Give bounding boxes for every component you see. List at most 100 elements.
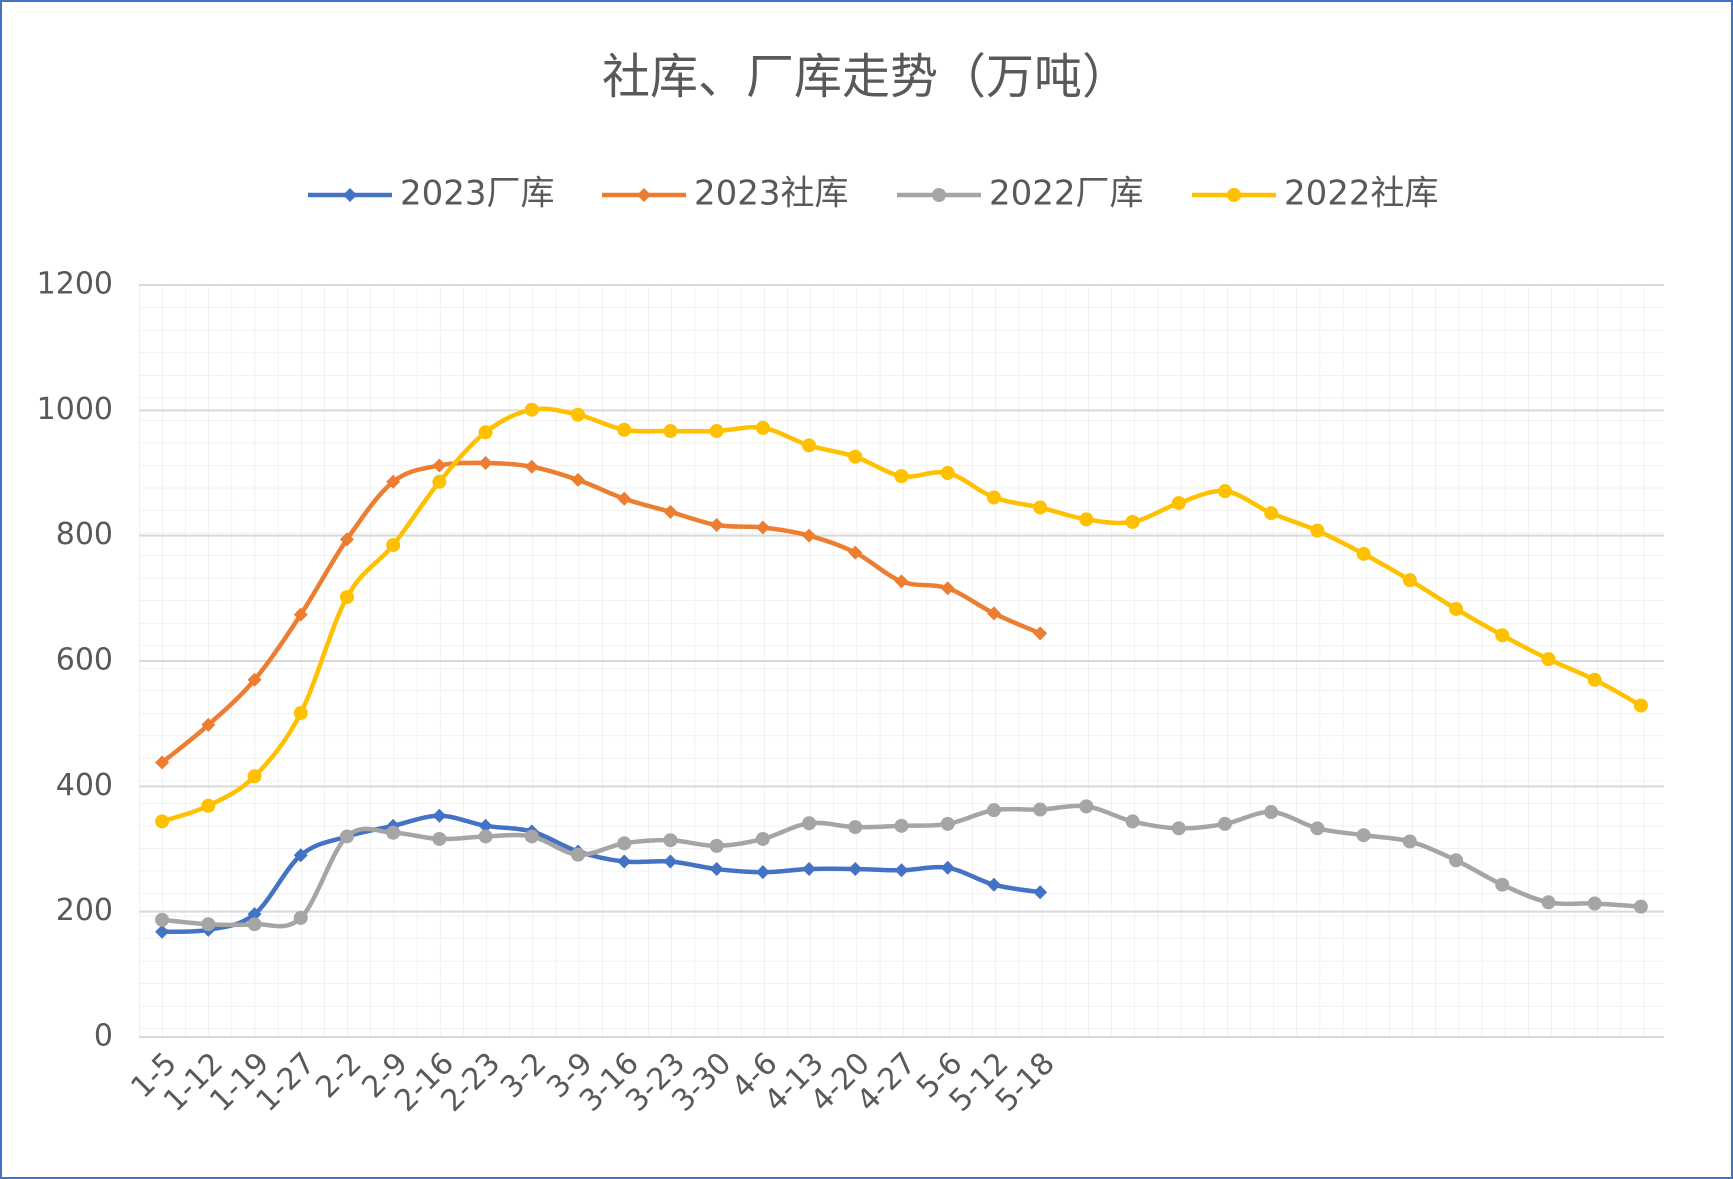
point [894, 574, 909, 589]
point [986, 803, 1001, 818]
point [524, 829, 539, 844]
point [247, 907, 262, 922]
point [986, 877, 1001, 892]
point [339, 829, 354, 844]
point [637, 188, 651, 202]
point [663, 424, 678, 439]
point [1171, 821, 1186, 836]
point [478, 829, 493, 844]
point [802, 528, 817, 543]
point [940, 581, 955, 596]
point [755, 865, 770, 880]
point [1227, 188, 1241, 202]
point [663, 833, 678, 848]
point [663, 504, 678, 519]
point [1171, 496, 1186, 511]
point [848, 449, 863, 464]
point [709, 518, 724, 533]
point [1402, 573, 1417, 588]
point [1033, 626, 1048, 641]
point [1264, 805, 1279, 820]
point [293, 910, 308, 925]
point [1033, 500, 1048, 515]
point [432, 458, 447, 473]
point [986, 606, 1001, 621]
point [802, 438, 817, 453]
point [940, 816, 955, 831]
point [1402, 834, 1417, 849]
point [617, 836, 632, 851]
y-tick-label: 600 [56, 643, 113, 678]
point [293, 848, 308, 863]
point [617, 422, 632, 437]
point [155, 912, 170, 927]
point [848, 820, 863, 835]
y-tick-label: 200 [56, 893, 113, 928]
point [247, 672, 262, 687]
point [940, 466, 955, 480]
point [1079, 512, 1094, 527]
point [1310, 821, 1325, 836]
legend-label: 2023社库 [694, 174, 849, 214]
point [571, 847, 586, 862]
point [1495, 877, 1510, 892]
point [1125, 514, 1140, 529]
point [932, 188, 946, 202]
legend-label: 2023厂库 [400, 174, 555, 214]
point [1264, 506, 1279, 521]
point [894, 818, 909, 833]
point [432, 808, 447, 823]
point [1310, 523, 1325, 538]
legend-label: 2022厂库 [989, 174, 1144, 214]
point [755, 831, 770, 846]
point [339, 590, 354, 605]
point [709, 862, 724, 877]
point [802, 816, 817, 831]
point [940, 860, 955, 875]
point [432, 831, 447, 846]
point [1033, 885, 1048, 900]
point [1079, 799, 1094, 814]
y-tick-label: 400 [56, 768, 113, 803]
point [663, 854, 678, 869]
point [478, 455, 493, 470]
point [1033, 802, 1048, 817]
point [432, 474, 447, 489]
point [1217, 816, 1232, 831]
y-tick-label: 800 [56, 517, 113, 552]
point [617, 491, 632, 506]
point [201, 798, 216, 813]
point [571, 472, 586, 487]
point [709, 838, 724, 853]
point [986, 490, 1001, 505]
legend: 2023厂库 2023社库 2022厂库 2022社库 [308, 174, 1439, 214]
point [478, 818, 493, 833]
point [247, 917, 262, 932]
point [755, 420, 770, 435]
legend-label: 2022社库 [1284, 174, 1439, 214]
point [617, 854, 632, 869]
point [1633, 899, 1648, 914]
point [1356, 546, 1371, 561]
point [343, 188, 357, 202]
point [201, 717, 216, 732]
point [755, 520, 770, 535]
point [1495, 628, 1510, 643]
point [894, 469, 909, 484]
point [1356, 828, 1371, 843]
chart-title: 社库、厂库走势（万吨） [602, 49, 1130, 105]
point [339, 532, 354, 547]
point [386, 538, 401, 553]
point [524, 459, 539, 474]
point [848, 545, 863, 560]
point [848, 862, 863, 877]
point [709, 424, 724, 439]
point [1541, 652, 1556, 667]
point [247, 769, 262, 784]
point [1633, 698, 1648, 713]
point [155, 924, 170, 939]
point [571, 407, 586, 422]
point [524, 402, 539, 417]
y-tick-label: 0 [94, 1019, 113, 1054]
